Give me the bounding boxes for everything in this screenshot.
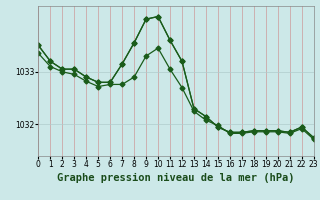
X-axis label: Graphe pression niveau de la mer (hPa): Graphe pression niveau de la mer (hPa): [57, 173, 295, 183]
